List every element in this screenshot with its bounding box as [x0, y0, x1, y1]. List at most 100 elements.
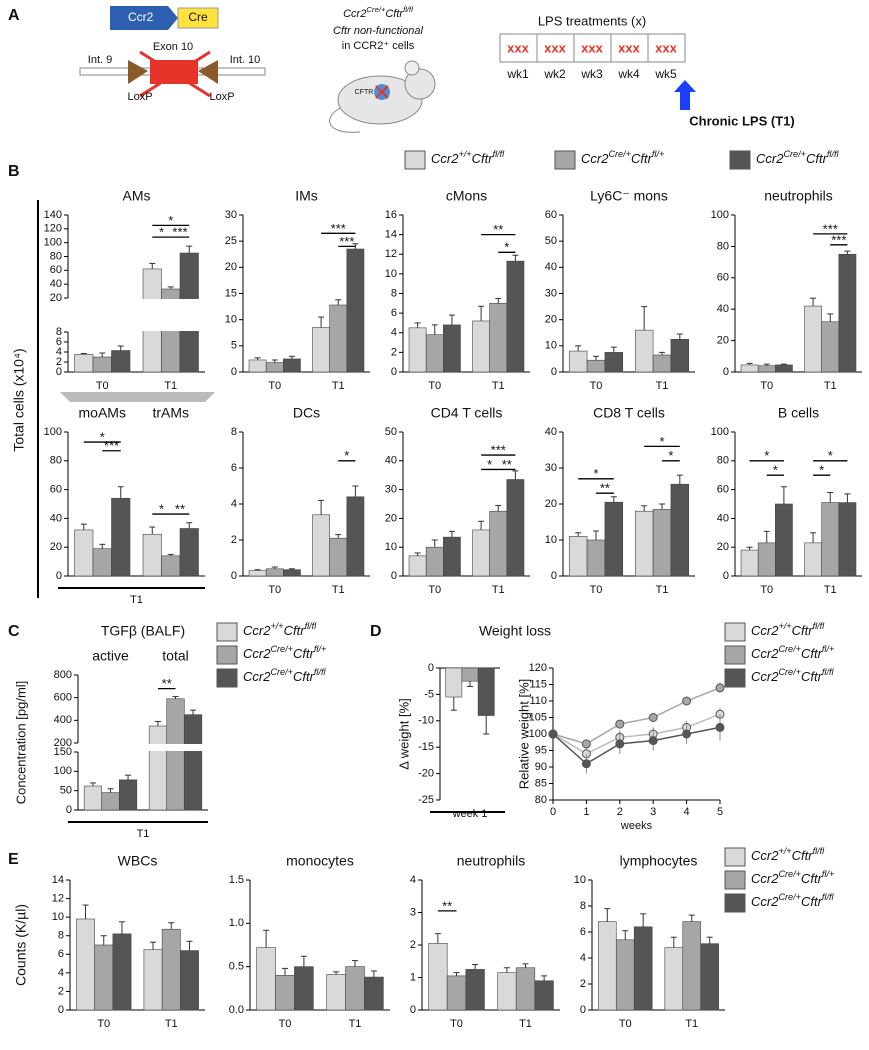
bar: [275, 975, 295, 1011]
gene: Ccr2: [751, 623, 779, 638]
bar: [148, 725, 168, 811]
allele: fl/fl: [403, 5, 413, 14]
bar: [598, 921, 617, 1011]
significance-label: *: [100, 430, 105, 445]
bar: [740, 549, 759, 577]
y-tick-label: 0: [723, 570, 729, 582]
y-tick-label: 12: [385, 248, 397, 260]
y-tick-label: 0: [580, 1004, 586, 1016]
chart-title: cMons: [446, 188, 487, 204]
group-label: T1: [137, 828, 150, 840]
bar: [111, 350, 131, 373]
mouse-body: [337, 75, 423, 125]
week-label: wk5: [654, 67, 677, 81]
x-tick-label: T0: [268, 584, 281, 596]
allele: fl/+: [652, 149, 664, 159]
genotype-label: Ccr2Cre/+Cftrfl/fl: [343, 5, 413, 20]
legend-swatch: [216, 668, 238, 688]
bar: [568, 350, 588, 373]
y-tick-label: 120: [44, 223, 62, 235]
y-tick-label: 10: [545, 340, 557, 352]
bar: [465, 969, 485, 1011]
y-tick-label: 3: [410, 906, 416, 918]
allele: +/+: [778, 621, 791, 631]
bar: [161, 928, 181, 1011]
significance-label: **: [600, 481, 610, 496]
chart-title: B cells: [778, 405, 819, 421]
ams-split: [60, 392, 215, 402]
bar: [615, 939, 635, 1011]
lps-box: [499, 33, 686, 63]
loxp-label: LoxP: [209, 91, 234, 103]
y-tick-label: 0: [391, 366, 397, 378]
bar: [652, 509, 672, 577]
y-tick-label: 0.5: [229, 961, 244, 973]
bar: [74, 529, 94, 577]
y-tick-label: 40: [717, 303, 729, 315]
gene: Cftr: [792, 848, 814, 863]
x-tick-label: T1: [824, 380, 837, 392]
y-axis-title: Counts (K/µl): [13, 904, 29, 986]
y-tick-label: 6: [231, 462, 237, 474]
y-tick-label: 30: [545, 287, 557, 299]
series-line: [552, 713, 721, 755]
x-tick-label: T0: [760, 380, 773, 392]
bar: [425, 334, 444, 373]
panel-label: E: [8, 851, 19, 868]
x-tick-label: 1: [583, 806, 589, 818]
y-tick-label: 20: [717, 335, 729, 347]
y-tick-label: 80: [535, 794, 547, 806]
allele: +/+: [778, 846, 791, 856]
y-tick-label: 50: [60, 785, 72, 797]
y-tick-label: 20: [225, 261, 237, 273]
legend-swatch: [724, 645, 746, 665]
bar: [506, 479, 525, 577]
bar: [633, 926, 653, 1011]
legend-label: Ccr2Cre/+Cftrfl/+: [581, 149, 664, 166]
gene: Cftr: [801, 894, 823, 909]
bar: [265, 568, 284, 577]
y-tick-label: 40: [545, 426, 557, 438]
gene: Cftr: [284, 623, 306, 638]
bar: [586, 539, 606, 577]
bar: [118, 779, 138, 811]
bar: [329, 537, 348, 577]
y-tick-label: 4: [580, 952, 586, 964]
legend-label: Ccr2Cre/+Cftrfl/+: [751, 644, 834, 661]
y-tick-label: 6: [56, 336, 62, 348]
allele: fl/fl: [813, 846, 826, 856]
y-tick-label: 150: [54, 746, 72, 758]
bar: [92, 548, 112, 577]
significance-label: *: [659, 434, 664, 449]
bar: [634, 510, 654, 577]
bar: [477, 667, 495, 716]
y-tick-label: 25: [225, 235, 237, 247]
y-tick-label: 8: [580, 900, 586, 912]
chart-title: IMs: [295, 188, 318, 204]
x-tick-label: trAMs: [152, 405, 189, 421]
allele: fl/fl: [822, 892, 835, 902]
arrow: [674, 80, 696, 110]
bar: [180, 950, 199, 1011]
point: [715, 683, 725, 693]
bar: [472, 529, 490, 577]
bar: [445, 667, 463, 698]
x-tick-label: T0: [619, 1018, 632, 1030]
gene: Ccr2: [431, 151, 459, 166]
allele: fl/+: [822, 644, 834, 654]
loxp-label: LoxP: [127, 91, 152, 103]
week-label: wk1: [506, 67, 529, 81]
y-tick-label: 4: [231, 498, 237, 510]
y-tick-label: 100: [711, 209, 729, 221]
bar: [670, 338, 690, 373]
bar: [425, 546, 444, 577]
x-tick-label: week 1: [452, 808, 488, 820]
y-tick-label: 100: [44, 426, 62, 438]
note: in CCR2⁺ cells: [342, 40, 415, 52]
panel-a-drawing: [37, 6, 696, 598]
y-tick-label: 30: [545, 462, 557, 474]
series-line: [552, 726, 721, 765]
allele: fl/fl: [493, 149, 506, 159]
bar: [443, 536, 461, 577]
y-tick-label: 20: [50, 292, 62, 304]
